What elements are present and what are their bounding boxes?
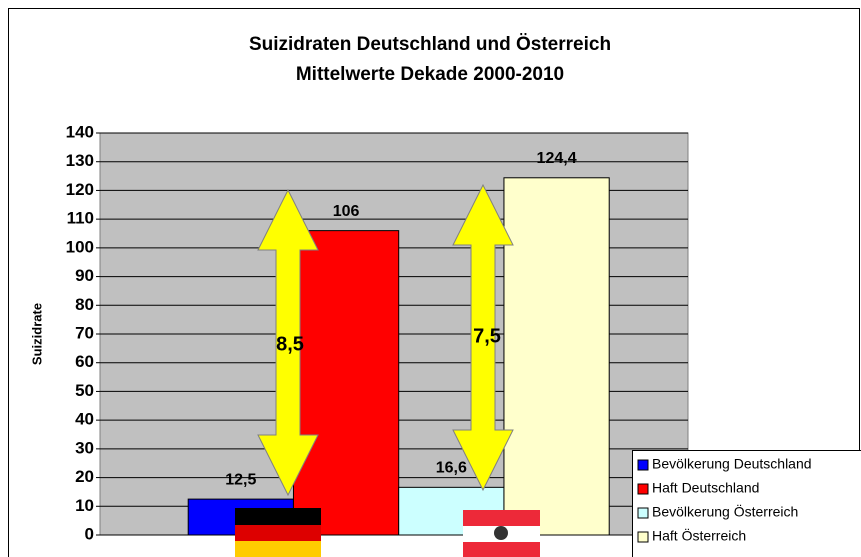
double-arrow (257, 188, 319, 497)
value-label: 16,6 (436, 460, 467, 477)
annotation: 8,5 (276, 333, 304, 355)
flag-germany (235, 508, 321, 557)
y-tick-label: 70 (75, 323, 94, 342)
legend-swatch (637, 483, 649, 495)
legend-swatch (637, 531, 649, 543)
legend-label: Haft Österreich (652, 527, 746, 544)
y-tick-label: 10 (75, 496, 94, 515)
y-tick-label: 140 (66, 122, 94, 141)
bar (292, 230, 400, 536)
y-tick-label: 30 (75, 438, 94, 457)
chart-subtitle: Mittelwerte Dekade 2000-2010 (296, 64, 564, 85)
annotation: 7,5 (473, 325, 501, 347)
flag-stripe (463, 510, 540, 526)
flag-emblem (494, 526, 508, 540)
bar (503, 177, 610, 536)
y-tick-label: 100 (66, 237, 94, 256)
flag-stripe (463, 542, 540, 557)
y-tick-label: 20 (75, 467, 94, 486)
legend-swatch (637, 507, 649, 519)
chart-title: Suizidraten Deutschland und Österreich (249, 34, 611, 55)
y-tick-label: 110 (67, 209, 94, 228)
y-tick-label: 0 (85, 524, 94, 543)
plot: 0 10 20 30 40 50 60 70 80 90 100 110 120 130 140 12,5 10… (66, 122, 688, 543)
legend-box (632, 450, 861, 557)
y-tick-label: 90 (75, 266, 94, 285)
y-tick-label: 40 (75, 410, 94, 429)
y-tick-label: 60 (75, 352, 94, 371)
flag-stripe (235, 508, 321, 525)
legend-label: Bevölkerung Deutschland (652, 456, 812, 472)
y-tick-label: 50 (75, 381, 94, 400)
value-label: 124,4 (537, 150, 577, 167)
value-label: 12,5 (225, 471, 256, 488)
flag-stripe (235, 525, 321, 541)
y-tick-label: 120 (66, 180, 94, 199)
legend-label: Haft Deutschland (652, 480, 759, 496)
arrows (257, 183, 514, 497)
double-arrow (452, 183, 514, 492)
value-label: 106 (333, 203, 360, 220)
legend-swatch (637, 459, 649, 471)
legend: Bevölkerung Deutschland Haft Deutschland B… (637, 456, 812, 544)
legend-label: Bevölkerung Österreich (652, 503, 798, 520)
y-axis-label: Suizidrate (29, 303, 44, 365)
flag-austria (463, 510, 540, 557)
flag-stripe (235, 541, 321, 557)
y-tick-label: 80 (75, 295, 94, 314)
y-tick-label: 130 (66, 151, 94, 170)
